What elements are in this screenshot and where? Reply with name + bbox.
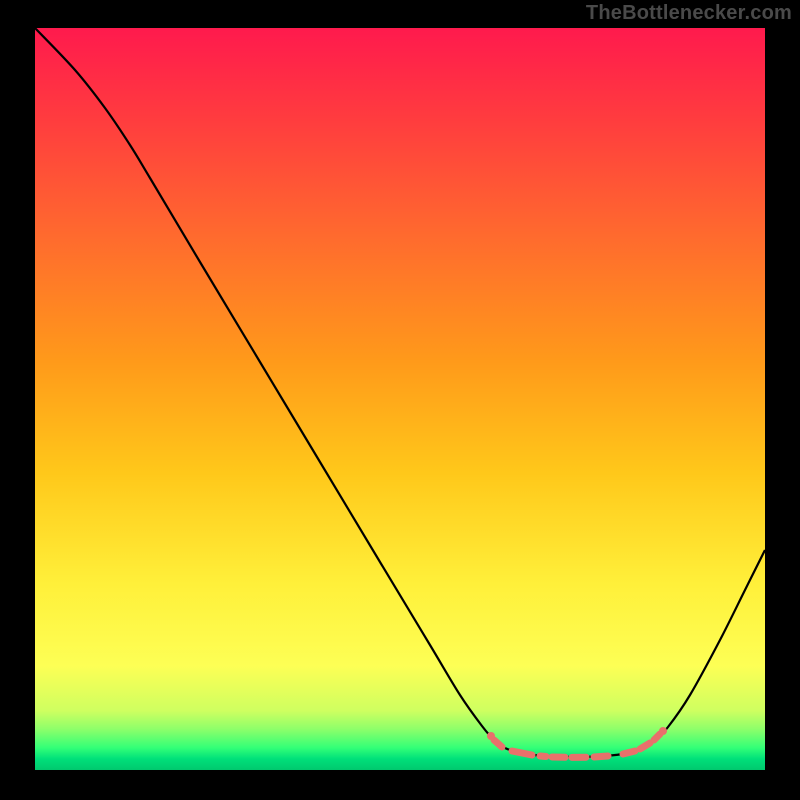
chart-svg <box>0 0 800 800</box>
optimal-range-dash <box>594 756 608 757</box>
optimal-range-endpoint <box>659 727 667 735</box>
optimal-range-dash <box>654 734 660 740</box>
optimal-range-dash <box>623 751 635 754</box>
watermark-text: TheBottlenecker.com <box>586 2 792 25</box>
plot-background <box>35 28 765 770</box>
chart-container: TheBottlenecker.com <box>0 0 800 800</box>
optimal-range-endpoint <box>487 732 495 740</box>
optimal-range-dash <box>540 756 546 757</box>
optimal-range-dash <box>512 751 532 755</box>
